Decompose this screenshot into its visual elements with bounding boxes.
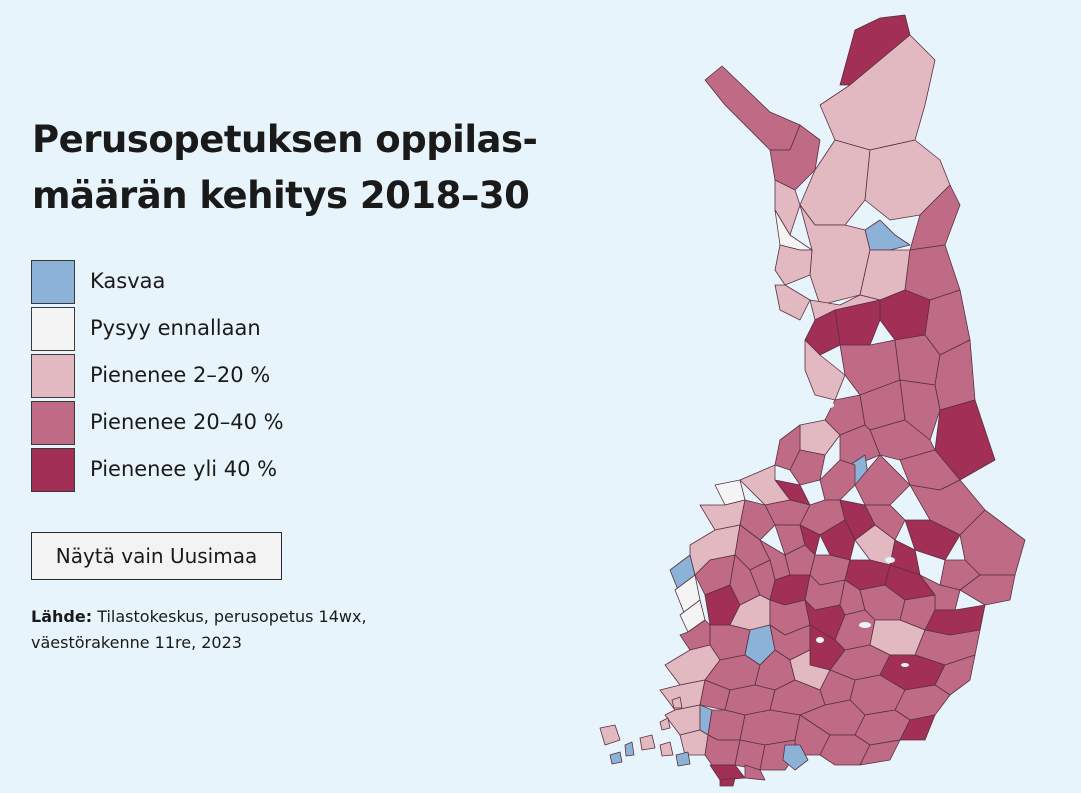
map-title: Perusopetuksen oppilas- määrän kehitys 2… xyxy=(32,112,572,224)
region-uusikaupunki xyxy=(664,704,701,736)
region-iisalmi xyxy=(864,504,906,541)
region-posio xyxy=(904,244,961,301)
legend-label-pienenee-20-40: Pienenee 20–40 % xyxy=(90,410,284,434)
lake-1 xyxy=(826,402,834,408)
region-vieremä xyxy=(854,454,911,506)
region-kokkola xyxy=(739,464,791,506)
region-aland-islet-2 xyxy=(639,734,656,751)
region-kemijarvi xyxy=(864,219,911,251)
region-muonio xyxy=(774,179,801,236)
legend-swatch-pienenee-2-20 xyxy=(31,354,75,398)
source-text: Tilastokeskus, perusopetus 14wx, väestör… xyxy=(31,607,367,652)
legend-label-pienenee-yli-40: Pienenee yli 40 % xyxy=(90,457,278,481)
region-parikkala xyxy=(934,654,976,696)
lake-5 xyxy=(901,663,909,667)
region-kuhmo xyxy=(934,399,996,481)
region-lieksa xyxy=(904,519,961,561)
region-inari xyxy=(819,34,936,151)
region-hanko xyxy=(719,777,736,787)
legend-swatch-pienenee-yli-40 xyxy=(31,448,75,492)
region-nivala xyxy=(819,459,856,501)
legend-label-kasvaa: Kasvaa xyxy=(90,269,166,293)
legend-swatch-pysyy xyxy=(31,307,75,351)
region-archipelago-2 xyxy=(671,696,683,709)
region-turku xyxy=(679,729,709,756)
region-aland-islet-1 xyxy=(624,741,635,757)
source-note: Lähde: Tilastokeskus, perusopetus 14wx, … xyxy=(31,604,451,656)
legend-label-pienenee-2-20: Pienenee 2–20 % xyxy=(90,363,271,387)
lake-2 xyxy=(885,557,895,563)
region-ylivieska xyxy=(789,449,826,486)
region-aland-islet-4 xyxy=(659,741,674,757)
finland-municipality-map xyxy=(599,14,1026,787)
region-aland-islet-3 xyxy=(609,751,623,765)
region-hamina xyxy=(899,714,936,741)
lake-4 xyxy=(816,637,824,643)
region-ranua xyxy=(879,289,931,341)
region-archipelago-1 xyxy=(659,717,671,731)
title-line-1: Perusopetuksen oppilas- xyxy=(32,118,538,161)
show-uusimaa-button[interactable]: Näytä vain Uusimaa xyxy=(31,532,282,580)
lake-3 xyxy=(859,622,871,628)
region-lohja-north xyxy=(739,709,801,746)
region-tuusula xyxy=(794,714,831,756)
region-helsinki xyxy=(782,744,809,771)
region-aland-islet-5 xyxy=(675,751,691,767)
legend-label-pysyy: Pysyy ennallaan xyxy=(90,316,261,340)
region-puolanka xyxy=(899,379,941,441)
region-sipoo xyxy=(709,764,746,781)
region-tohmajarvi xyxy=(959,574,1016,606)
region-ylitornio xyxy=(774,244,813,286)
region-kirkkonummi xyxy=(744,764,766,781)
source-label: Lähde: xyxy=(31,607,93,626)
region-aland-main xyxy=(599,724,621,746)
region-enontekio xyxy=(704,65,801,151)
region-loviisa xyxy=(859,739,901,766)
region-tornio xyxy=(774,284,811,321)
region-salo-north xyxy=(707,709,746,741)
legend-swatch-pienenee-20-40 xyxy=(31,401,75,445)
region-salla xyxy=(909,184,961,251)
legend-swatch-kasvaa xyxy=(31,260,75,304)
region-ii xyxy=(804,309,841,356)
title-line-2: määrän kehitys 2018–30 xyxy=(32,174,530,217)
